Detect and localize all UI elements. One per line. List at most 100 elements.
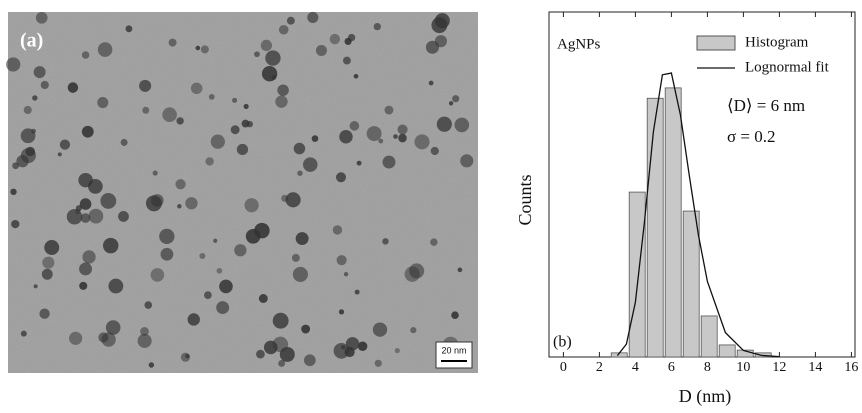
particle [195,45,201,51]
particle [81,51,90,59]
particle [190,82,203,95]
particle [11,219,20,229]
particle [394,347,400,354]
particle [414,134,430,150]
particle [286,16,295,25]
particle [150,268,165,282]
particle [232,97,238,103]
particle [44,240,60,255]
particle [150,194,164,207]
particle [256,349,265,359]
particle [281,194,289,202]
particle [69,331,83,345]
particle [140,327,149,336]
particle [372,322,388,337]
particle [32,95,38,101]
particle [342,56,351,65]
tem-image [6,11,478,373]
particle [244,198,259,213]
particle [31,128,36,134]
particle [366,126,382,142]
particle [98,332,109,343]
particle [333,342,350,359]
particle [343,272,349,277]
particle [6,57,21,72]
particle [79,262,93,276]
particle [148,362,155,368]
particle [144,301,153,309]
x-tick-label: 10 [736,360,750,375]
particle [285,192,301,208]
particle [265,50,281,66]
particle [349,121,360,131]
particle [125,25,133,33]
particle [230,125,240,135]
particle [335,172,346,183]
particle [341,345,346,350]
particle [185,197,198,210]
particle [33,66,46,79]
particle [142,106,150,114]
x-tick-label: 6 [668,360,675,375]
particle [303,354,316,367]
particle [120,138,128,146]
particle [39,308,50,319]
particle [79,281,88,290]
x-tick-label: 4 [632,360,639,375]
particle [40,80,49,90]
particle [81,125,94,138]
particle [353,73,359,79]
particle [460,154,474,168]
image-noise [8,12,478,373]
particle [436,116,452,132]
particle [307,11,319,23]
particle [234,244,247,257]
particle [59,139,71,150]
particle [338,309,345,315]
particle [272,336,289,353]
particle [177,204,182,209]
particle [277,84,289,96]
particle [448,101,454,106]
x-tick-label: 8 [704,360,711,375]
particle [243,103,249,110]
particle [208,93,215,100]
particle [41,268,53,280]
particle [382,155,396,169]
y-axis-label: Counts [515,174,535,225]
particle [160,247,174,261]
particle [175,179,186,190]
particle [354,289,360,295]
particle [66,209,83,225]
particle [219,279,233,294]
particle [410,327,417,334]
particle [301,324,311,334]
particle [454,117,470,133]
annotation: AgNPs [557,36,601,52]
particle [356,160,362,166]
particle [404,266,420,282]
particle [210,134,225,149]
legend-swatch [696,35,736,51]
particle [293,142,306,155]
particle [137,333,152,348]
particle [373,22,381,31]
particle [336,255,347,266]
particle [33,284,38,289]
particle [105,320,121,335]
x-tick-label: 14 [808,360,822,375]
particle [35,11,48,24]
scale-bar-box [435,341,473,369]
particle [451,311,459,320]
particle [315,44,327,56]
particle [67,82,79,93]
histogram-bar [700,315,718,358]
particle [12,162,19,170]
particle [139,79,152,92]
particle [347,33,356,42]
particle [382,238,389,245]
particle [457,267,463,273]
scale-bar-label: 20 nm [441,345,466,355]
particle [216,301,230,315]
